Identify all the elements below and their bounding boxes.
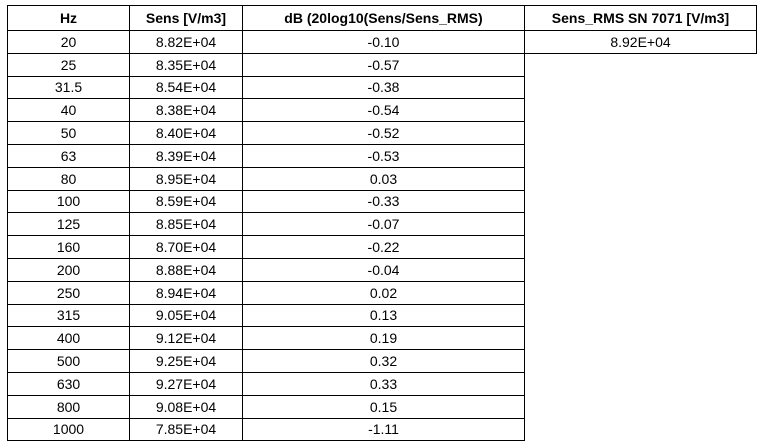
table-cell: 63 — [7, 144, 130, 168]
table-cell: 8.35E+04 — [129, 52, 243, 77]
table-cell: 9.27E+04 — [129, 372, 243, 396]
table-cell: 8.85E+04 — [129, 212, 243, 237]
table-cell: 125 — [7, 212, 130, 237]
table-cell: -0.38 — [242, 75, 525, 100]
table-cell: 9.12E+04 — [129, 326, 243, 351]
table-cell: 0.03 — [242, 166, 525, 191]
table-cell: 200 — [7, 258, 130, 282]
table-cell: 9.05E+04 — [129, 303, 243, 328]
table-cell: 315 — [7, 303, 130, 328]
table-cell: 100 — [7, 189, 130, 214]
table-cell: 0.32 — [242, 349, 525, 373]
table-cell: 31.5 — [7, 75, 130, 100]
header-cell: Sens_RMS SN 7071 [V/m3] — [524, 5, 757, 31]
table-cell: -0.54 — [242, 98, 525, 123]
table-cell: 0.02 — [242, 280, 525, 305]
table-cell: 8.38E+04 — [129, 98, 243, 123]
table-cell: 0.13 — [242, 303, 525, 328]
header-cell: dB (20log10(Sens/Sens_RMS) — [242, 5, 525, 31]
table-cell: 9.08E+04 — [129, 394, 243, 419]
table-cell: 0.15 — [242, 394, 525, 419]
table-cell: 8.40E+04 — [129, 121, 243, 145]
table-cell: 400 — [7, 326, 130, 351]
table-cell: 800 — [7, 394, 130, 419]
table-cell: 500 — [7, 349, 130, 373]
table-cell: 160 — [7, 235, 130, 259]
table-cell: -1.11 — [242, 417, 525, 442]
table-cell: 1000 — [7, 417, 130, 442]
table-cell: 8.92E+04 — [524, 30, 757, 54]
table-cell: 7.85E+04 — [129, 417, 243, 442]
table-cell: 630 — [7, 372, 130, 396]
table-cell: -0.22 — [242, 235, 525, 259]
header-cell: Sens [V/m3] — [129, 5, 243, 31]
table-cell: 8.94E+04 — [129, 280, 243, 305]
table-cell: 0.33 — [242, 372, 525, 396]
table-cell: -0.04 — [242, 258, 525, 282]
table-cell: 80 — [7, 166, 130, 191]
header-cell: Hz — [7, 5, 130, 31]
table-cell: 25 — [7, 52, 130, 77]
table-cell: 8.70E+04 — [129, 235, 243, 259]
table-cell: -0.10 — [242, 30, 525, 54]
table-cell: 9.25E+04 — [129, 349, 243, 373]
table-cell: 8.54E+04 — [129, 75, 243, 100]
table-cell: 20 — [7, 30, 130, 54]
table-cell: 50 — [7, 121, 130, 145]
table-cell: -0.57 — [242, 52, 525, 77]
table-cell: 8.59E+04 — [129, 189, 243, 214]
table-cell: 8.88E+04 — [129, 258, 243, 282]
table-cell: 40 — [7, 98, 130, 123]
table-cell: -0.52 — [242, 121, 525, 145]
table-cell: 8.39E+04 — [129, 144, 243, 168]
table-cell: 250 — [7, 280, 130, 305]
table-cell: -0.53 — [242, 144, 525, 168]
table-cell: -0.33 — [242, 189, 525, 214]
table-cell: -0.07 — [242, 212, 525, 237]
table-cell: 8.82E+04 — [129, 30, 243, 54]
table-cell: 0.19 — [242, 326, 525, 351]
table-cell: 8.95E+04 — [129, 166, 243, 191]
